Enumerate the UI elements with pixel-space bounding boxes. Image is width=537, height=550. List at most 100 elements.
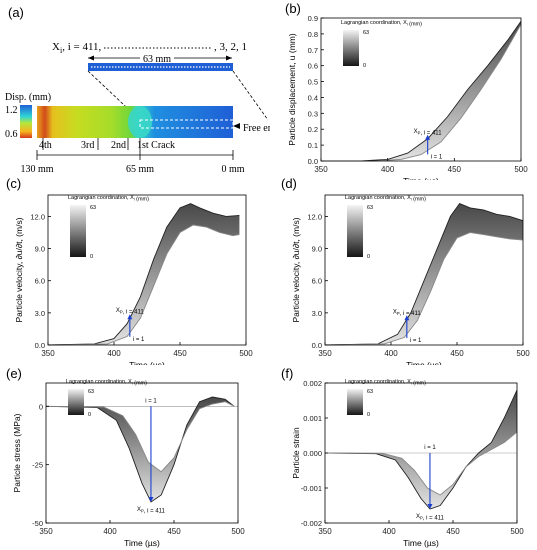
x-tick-label: 500 [239, 349, 253, 358]
annotation-arrowhead [425, 134, 431, 140]
colorbar-tick-top: 63 [363, 30, 369, 36]
distance-label-65: 65 mm [126, 164, 154, 175]
proj-left [87, 70, 141, 121]
series-line-2 [321, 24, 522, 162]
x-tick-label: 400 [107, 349, 121, 358]
colorbar-tick-top: 63 [90, 205, 96, 211]
annotation-bottom-label: i = 1 [410, 338, 422, 344]
y-tick-label: 0.4 [308, 93, 318, 102]
plot-frame [324, 194, 524, 346]
panel-a-label: (a) [8, 5, 24, 20]
y-tick-label: 0 [39, 402, 43, 411]
distance-label-0: 0 mm [221, 164, 244, 175]
chart-c: (c) 350 400 450 500 0.0 3.0 6.0 9.0 12.0 Time (µs)… [6, 176, 253, 365]
y-tick-label: 9.0 [312, 245, 322, 254]
crack-1-label: 1st Crack [137, 140, 175, 151]
annotation-bottom-label: i = 1 [133, 337, 145, 343]
series-line-2 [47, 224, 240, 346]
x-tick-label: 350 [41, 349, 55, 358]
y-tick-label: 0.001 [303, 414, 322, 423]
legend-tick-low: 0.6 [5, 129, 18, 140]
y-tick-label: 0.0 [312, 341, 322, 350]
y-tick-label: 0.002 [303, 379, 322, 388]
chart-c-panel-label: (c) [6, 176, 21, 191]
colorbar-tick-bottom: 0 [88, 412, 91, 418]
y-tick-label: 0.9 [308, 14, 318, 23]
annotation-arrowhead [148, 497, 154, 502]
annotation-top-label: XP, i = 411 [414, 129, 443, 137]
free-end-label: Free end [243, 123, 270, 134]
series-band [46, 397, 235, 502]
x-tick-label: 500 [510, 527, 524, 536]
colorbar [70, 205, 86, 257]
series-band [325, 390, 517, 509]
chart-d-panel-label: (d) [281, 176, 297, 191]
y-tick-label: 0.0 [308, 157, 318, 166]
chart-e: (e) 350 400 450 500 0 -25 -50 Time (µs) Particle … [6, 366, 245, 548]
legend-colorbar [20, 105, 32, 138]
y-axis-label: Particle velocity, ∂u/∂t, (m/s) [291, 217, 301, 322]
free-end-arrow [233, 123, 240, 129]
x-tick-label: 400 [381, 165, 395, 174]
colorbar-tick-bottom: 0 [363, 63, 366, 69]
y-tick-label: 6.0 [312, 277, 322, 286]
colorbar-tick-bottom: 0 [367, 254, 370, 260]
x-tick-label: 400 [384, 349, 398, 358]
legend-tick-high: 1.2 [5, 105, 18, 116]
crack-4-label: 4th [39, 140, 52, 151]
crack-2-label: 2nd [111, 140, 126, 151]
x-tick-label: 450 [173, 349, 187, 358]
x-tick-label: 450 [167, 527, 181, 536]
series-line-1 [324, 389, 518, 510]
annotation-arrowhead [127, 314, 133, 320]
x-tick-label: 500 [516, 349, 530, 358]
x-tick-label: 350 [314, 165, 328, 174]
x-axis-label: Time (µs) [406, 360, 442, 365]
colorbar-title: Lagrangian coordination, Xi (mm) [341, 20, 422, 27]
series-line-2 [324, 431, 518, 496]
annotation-top-label: XP, i = 411 [393, 309, 422, 317]
annotation-top-label: XP, i = 411 [116, 308, 145, 316]
y-axis-label: Particle velocity, ∂u/∂t, (m/s) [14, 217, 24, 322]
y-tick-label: -50 [32, 519, 43, 528]
series-line-2 [324, 232, 524, 346]
colorbar-title: Lagrangian coordination, Xi (mm) [345, 195, 426, 202]
colorbar [347, 389, 363, 415]
xi-prefix: Xi, i = 411, [52, 41, 102, 55]
colorbar-tick-top: 63 [367, 389, 373, 395]
span-label-bg [140, 53, 174, 63]
annotation-bottom-label: XP, i = 411 [416, 514, 445, 522]
x-tick-label: 400 [103, 527, 117, 536]
x-tick-label: 350 [39, 527, 53, 536]
colorbar-tick-bottom: 0 [90, 254, 93, 260]
beam-window [139, 119, 234, 129]
y-tick-label: 12.0 [307, 212, 322, 221]
series-line-1 [47, 203, 240, 346]
y-tick-label: 0.1 [308, 141, 318, 150]
annotation-top-label: i = 1 [424, 445, 436, 451]
series-line-1 [321, 20, 522, 162]
chart-f: (f) 350 400 450 500 0.002 0.001 0.000 -0.001 -0.0… [281, 366, 524, 548]
y-axis-label: Particle displacement, u (mm) [287, 33, 297, 146]
chart-f-panel-label: (f) [281, 366, 293, 381]
colorbar-tick-bottom: 0 [367, 412, 370, 418]
chart-d: (d) 350 400 450 500 0.0 3.0 6.0 9.0 12.0 Time (µs)… [281, 176, 530, 365]
colorbar-title: Lagrangian coordination, Xi (mm) [345, 379, 426, 386]
y-tick-label: 0.0 [35, 341, 45, 350]
y-tick-label: 12.0 [30, 212, 45, 221]
span-arrow-right [226, 55, 232, 61]
y-tick-label: 3.0 [312, 309, 322, 318]
proj-right [232, 70, 269, 121]
span-arrow-left [88, 55, 94, 61]
annotation-bottom-label: i = 1 [431, 154, 443, 160]
x-tick-label: 500 [231, 527, 245, 536]
annotation-top-label: i = 1 [145, 398, 157, 404]
colorbar-title: Lagrangian coordination, Xi (mm) [68, 195, 149, 202]
series-band [325, 203, 523, 345]
distance-label-130: 130 mm [20, 164, 53, 175]
series-line-2 [45, 401, 235, 473]
x-axis-label: Time (µs) [124, 538, 160, 548]
x-tick-label: 450 [448, 165, 462, 174]
colorbar [68, 389, 84, 415]
series-line-1 [324, 203, 524, 346]
